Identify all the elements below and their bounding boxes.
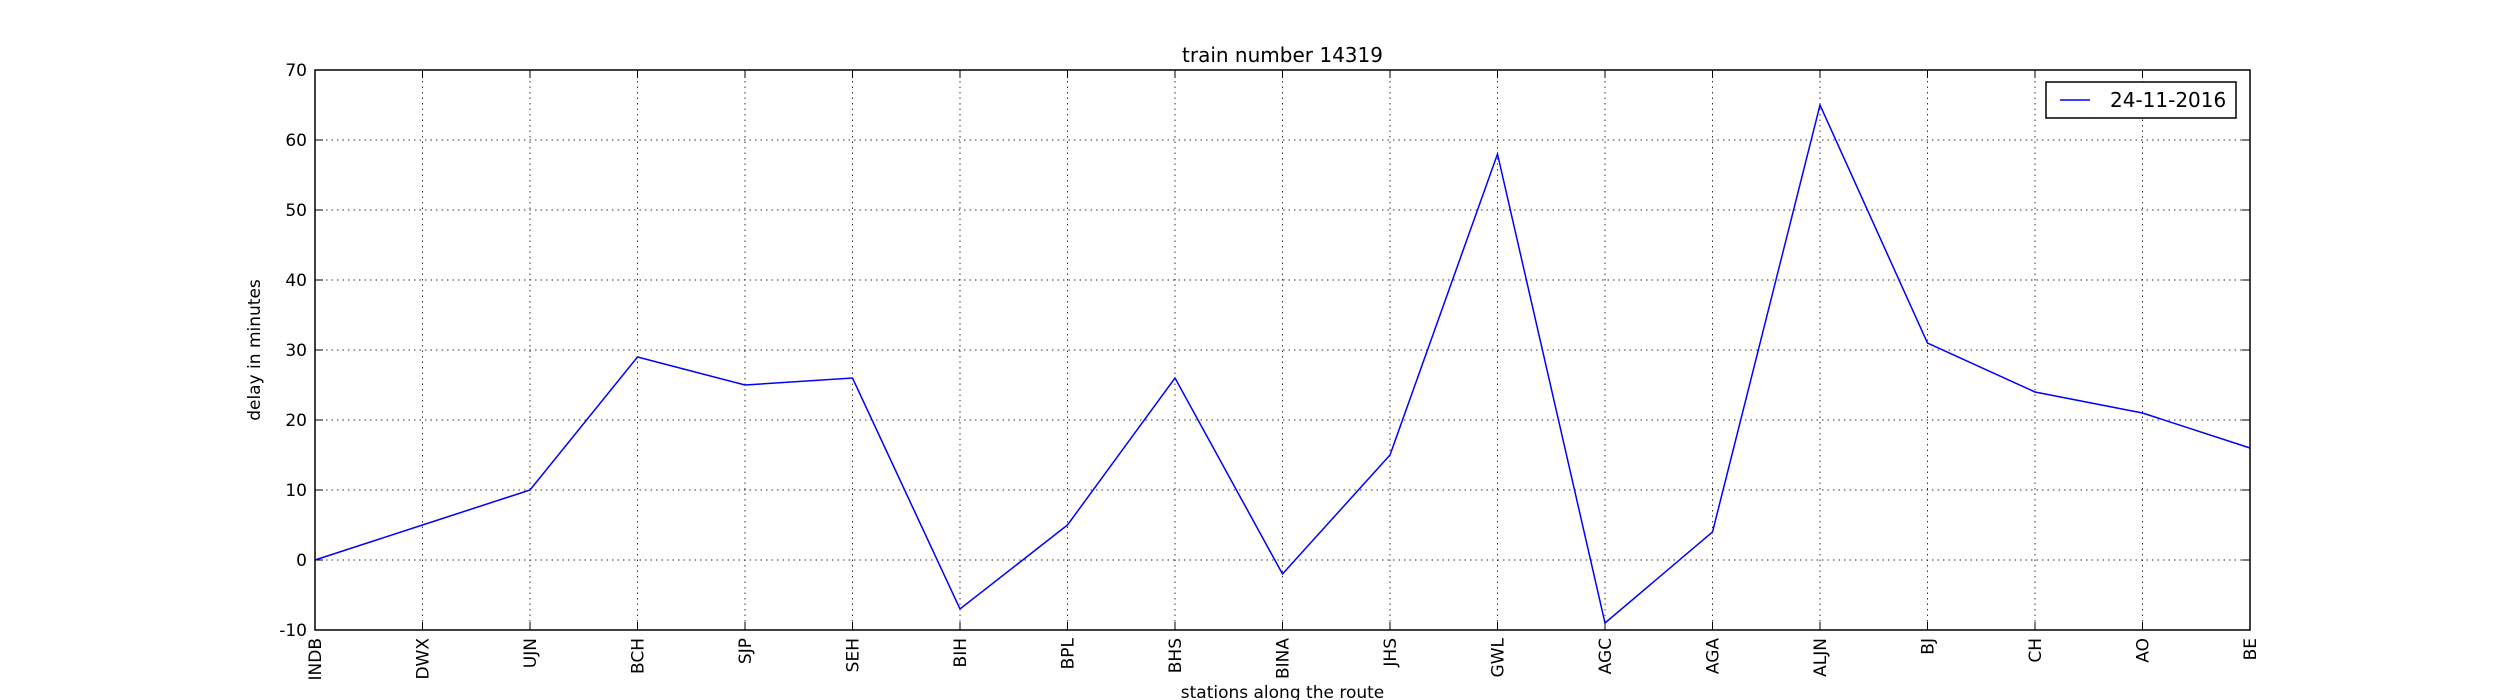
x-tick-label: SEH [844, 638, 864, 672]
x-tick-label: AGA [1704, 638, 1724, 675]
x-tick-label: GWL [1489, 637, 1509, 677]
y-tick-label: 40 [285, 271, 307, 291]
x-tick-label: UJN [521, 638, 541, 668]
x-tick-label: AGC [1596, 638, 1616, 674]
y-tick-label: -10 [279, 621, 307, 641]
legend: 24-11-2016 [2045, 81, 2237, 119]
x-tick-label: AO [2134, 638, 2154, 663]
chart-title: train number 14319 [1182, 43, 1383, 67]
x-axis-label: stations along the route [1181, 683, 1385, 700]
y-tick-label: 0 [296, 551, 307, 571]
x-tick-label: BCH [629, 638, 649, 674]
x-tick-label: CH [2026, 638, 2046, 663]
x-tick-label: ALJN [1811, 638, 1831, 677]
x-tick-label: INDB [306, 638, 326, 680]
x-tick-label: BJ [1919, 638, 1939, 655]
y-tick-label: 70 [285, 61, 307, 81]
x-tick-label: BIH [951, 638, 971, 667]
y-tick-label: 20 [285, 411, 307, 431]
ticks-layer: -10 0 10 20 30 40 50 60 70 INDB DWX UJN BCH SJP SEH BIH… [279, 61, 2261, 680]
y-axis-label: delay in minutes [245, 279, 265, 421]
x-tick-label: BINA [1274, 638, 1294, 679]
x-tick-label: BPL [1059, 637, 1079, 669]
y-tick-label: 60 [285, 131, 307, 151]
x-tick-label: BHS [1166, 638, 1186, 673]
x-tick-label: DWX [414, 638, 434, 680]
y-tick-label: 50 [285, 201, 307, 221]
y-tick-label: 30 [285, 341, 307, 361]
legend-label: 24-11-2016 [2110, 88, 2226, 112]
x-tick-label: JHS [1381, 638, 1401, 668]
x-tick-label: BE [2241, 638, 2261, 660]
y-tick-label: 10 [285, 481, 307, 501]
x-tick-label: SJP [736, 638, 756, 664]
